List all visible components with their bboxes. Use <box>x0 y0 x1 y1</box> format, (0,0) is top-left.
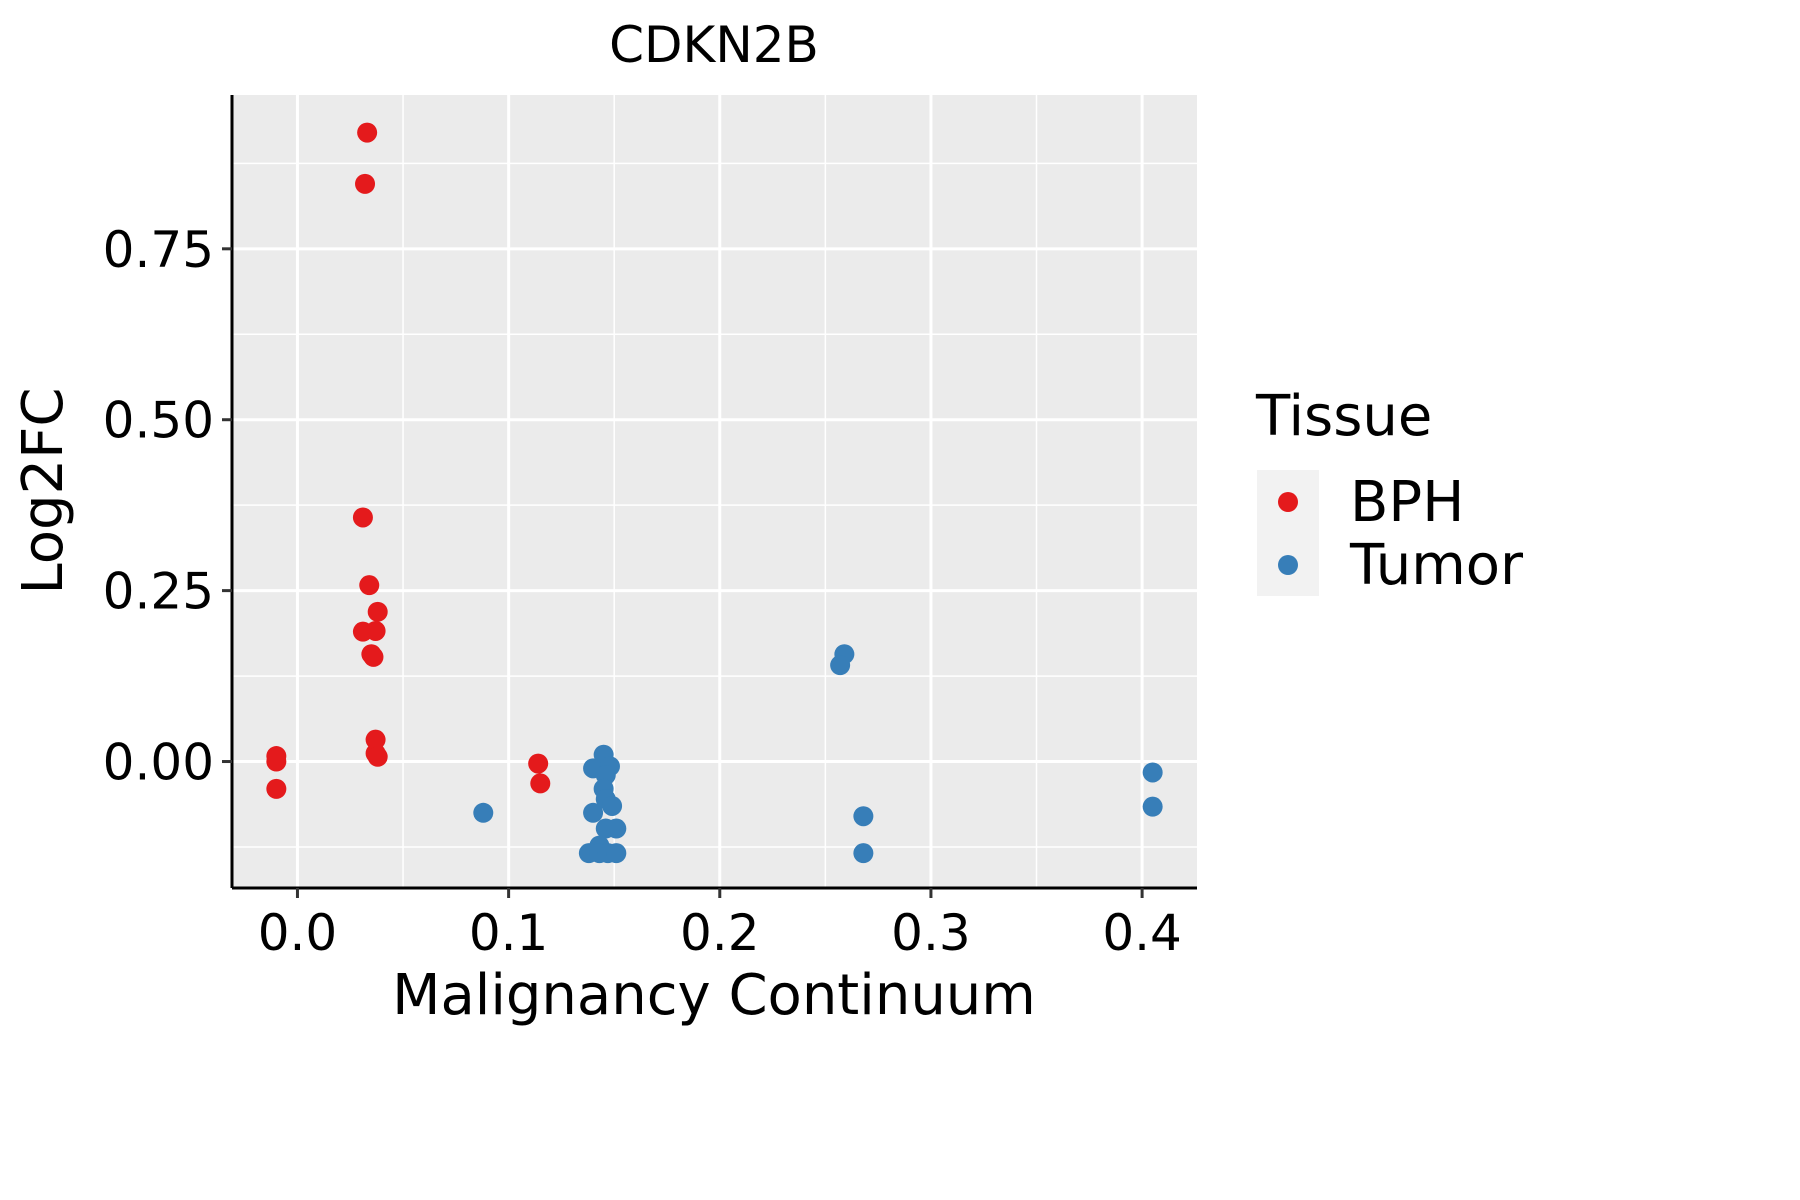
legend-label-tumor: Tumor <box>1349 533 1524 598</box>
data-point-tumor <box>1142 762 1163 783</box>
x-axis-ticks: 0.0 0.1 0.2 0.3 0.4 <box>258 888 1182 962</box>
plot-panel <box>232 95 1197 888</box>
data-point-bph <box>367 601 388 622</box>
data-point-tumor <box>606 843 627 864</box>
data-point-tumor <box>606 818 627 839</box>
data-point-bph <box>355 173 376 194</box>
chart-title: CDKN2B <box>609 16 819 74</box>
x-axis-label: Malignancy Continuum <box>392 963 1036 1028</box>
legend-key-background <box>1257 470 1319 596</box>
x-tick-label: 0.3 <box>891 904 971 962</box>
y-tick-label: 0.50 <box>103 392 214 450</box>
grid-major-lines <box>232 95 1197 888</box>
data-point-tumor <box>473 802 494 823</box>
legend-marker-bph <box>1278 492 1298 512</box>
data-point-tumor <box>602 795 623 816</box>
data-point-bph <box>367 746 388 767</box>
y-tick-label: 0.25 <box>103 563 214 621</box>
grid-minor-lines <box>232 95 1197 888</box>
data-point-bph <box>359 575 380 596</box>
data-point-tumor <box>830 655 851 676</box>
legend-marker-tumor <box>1278 555 1298 575</box>
data-point-tumor <box>583 802 604 823</box>
y-tick-label: 0.75 <box>103 221 214 279</box>
data-point-tumor <box>1142 796 1163 817</box>
data-point-bph <box>365 729 386 750</box>
y-axis-label: Log2FC <box>11 388 76 595</box>
data-points <box>266 122 1163 864</box>
legend-label-bph: BPH <box>1350 470 1464 535</box>
data-point-bph <box>266 778 287 799</box>
y-axis-ticks: 0.00 0.25 0.50 0.75 <box>103 221 232 792</box>
data-point-bph <box>530 773 551 794</box>
data-point-tumor <box>853 843 874 864</box>
data-point-bph <box>365 620 386 641</box>
data-point-bph <box>352 507 373 528</box>
x-tick-label: 0.1 <box>469 904 549 962</box>
y-tick-label: 0.00 <box>103 734 214 792</box>
data-point-bph <box>363 646 384 667</box>
data-point-bph <box>528 753 549 774</box>
legend-title: Tissue <box>1255 384 1432 449</box>
data-point-tumor <box>853 806 874 827</box>
data-point-bph <box>266 751 287 772</box>
data-point-bph <box>357 122 378 143</box>
x-tick-label: 0.4 <box>1102 904 1182 962</box>
x-tick-label: 0.2 <box>680 904 760 962</box>
x-tick-label: 0.0 <box>258 904 338 962</box>
